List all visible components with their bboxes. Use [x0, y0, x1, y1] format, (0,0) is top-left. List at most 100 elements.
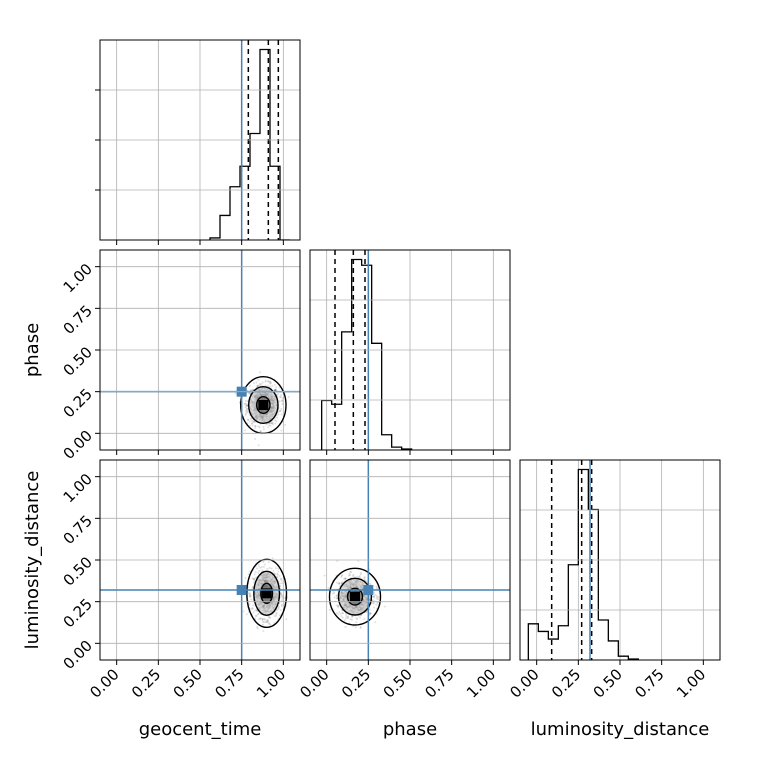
sample-point [280, 429, 283, 432]
sample-point [256, 626, 259, 629]
x-tick-label: 0.25 [548, 665, 584, 701]
x-axis-label: luminosity_distance [531, 719, 710, 740]
sample-point [278, 574, 281, 577]
sample-point [248, 392, 251, 395]
sample-point [337, 604, 340, 607]
sample-point [281, 399, 284, 402]
sample-point [255, 567, 258, 570]
sample-point [344, 577, 347, 580]
sample-point [343, 577, 346, 580]
sample-point [234, 392, 237, 395]
x-tick-label: 1.00 [463, 665, 499, 701]
sample-point [253, 421, 256, 424]
panel-luminosity_distance-luminosity_distance: 0.00 0.25 0.50 0.75 1.00 [506, 459, 721, 702]
sample-point [275, 388, 278, 391]
sample-point [347, 616, 350, 619]
sample-point [256, 627, 259, 630]
histogram-geocent_time [209, 48, 290, 240]
sample-point [372, 606, 375, 609]
sample-point [280, 593, 283, 596]
sample-point [274, 419, 277, 422]
sample-point [383, 605, 386, 608]
sample-point [262, 428, 265, 431]
sample-point [368, 608, 371, 611]
sample-point [257, 384, 260, 387]
x-tick-label: 0.00 [506, 665, 542, 701]
sample-point [242, 610, 245, 613]
sample-point [244, 406, 247, 409]
sample-point [278, 614, 281, 617]
y-tick-label: 0.00 [60, 427, 96, 463]
sample-point [249, 594, 252, 597]
sample-point [377, 598, 380, 601]
sample-point [281, 582, 284, 585]
sample-point [337, 606, 340, 609]
sample-point [349, 618, 352, 621]
sample-point [359, 573, 362, 576]
sample-point [277, 607, 280, 610]
sample-point [344, 625, 347, 628]
sample-point [278, 400, 281, 403]
histogram-phase [321, 258, 413, 450]
sample-point [257, 618, 260, 621]
sample-point [348, 572, 351, 575]
sample-point [279, 582, 282, 585]
sample-point [276, 608, 279, 611]
sample-point [281, 597, 284, 600]
sample-point [269, 616, 272, 619]
sample-point [244, 402, 247, 405]
sample-point [372, 595, 375, 598]
x-tick-label: 0.50 [170, 665, 206, 701]
x-axis-label: phase [383, 719, 437, 740]
sample-point [253, 573, 256, 576]
sample-point [280, 603, 283, 606]
sample-point [350, 618, 353, 621]
sample-point [277, 606, 280, 609]
sample-point [261, 569, 264, 572]
sample-point [244, 577, 247, 580]
sample-point [358, 575, 361, 578]
sample-point [250, 598, 253, 601]
sample-point [373, 591, 376, 594]
sample-point [257, 444, 260, 447]
sample-point [245, 409, 248, 412]
sample-point [245, 613, 248, 616]
x-tick-label: 1.00 [253, 665, 289, 701]
sample-point [347, 615, 350, 618]
sample-point [261, 381, 264, 384]
sample-point [280, 413, 283, 416]
sample-point [251, 419, 254, 422]
sample-point [373, 596, 376, 599]
sample-point [337, 613, 340, 616]
sample-point [340, 575, 343, 578]
sample-point [357, 576, 360, 579]
x-tick-label: 1.00 [673, 665, 709, 701]
sample-point [245, 407, 248, 410]
sample-point [268, 424, 271, 427]
y-tick-label: 0.25 [60, 595, 96, 631]
panel-geocent_time-luminosity_distance: 0.000.250.500.751.000.00 0.25 0.50 0.75 1.00 [60, 459, 301, 702]
sample-point [337, 604, 340, 607]
sample-point [331, 592, 334, 595]
sample-point [250, 422, 253, 425]
panel-geocent_time-geocent_time [95, 39, 301, 245]
sample-point [276, 576, 279, 579]
sample-point [255, 381, 258, 384]
sample-point [247, 573, 250, 576]
sample-point [274, 389, 277, 392]
sample-point [264, 620, 267, 623]
x-axis-label: geocent_time [139, 719, 262, 740]
sample-point [345, 615, 348, 618]
sample-point [260, 382, 263, 385]
sample-point [341, 611, 344, 614]
sample-point [372, 595, 375, 598]
panel-phase-luminosity_distance: 0.00 0.25 0.50 0.75 1.00 [296, 459, 511, 702]
sample-point [280, 407, 283, 410]
sample-point [265, 620, 268, 623]
y-tick-label: 1.00 [60, 470, 96, 506]
x-tick-label: 0.75 [631, 665, 667, 701]
sample-point [256, 384, 259, 387]
sample-point [349, 574, 352, 577]
sample-point [280, 393, 283, 396]
